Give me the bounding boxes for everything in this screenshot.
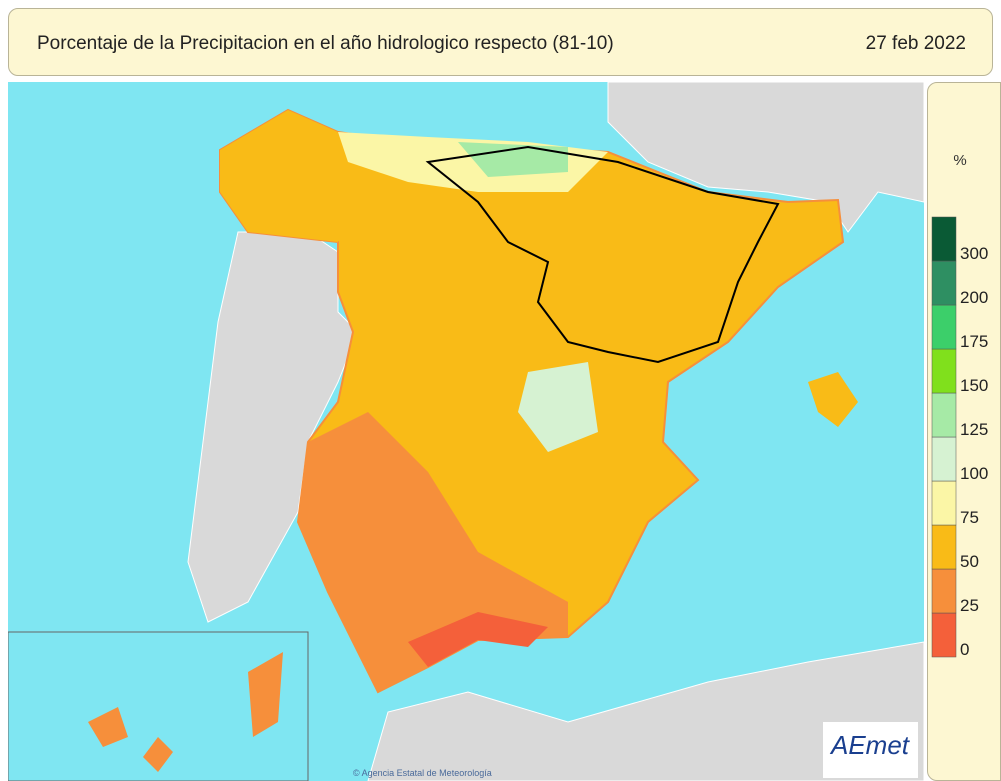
- legend-tick-label: 300: [960, 244, 988, 263]
- title: Porcentaje de la Precipitacion en el año…: [37, 33, 614, 55]
- legend-swatch: [932, 613, 956, 657]
- legend-tick-label: 25: [960, 596, 979, 615]
- legend-tick-label: 75: [960, 508, 979, 527]
- legend-tick-label: 0: [960, 640, 969, 659]
- date: 27 feb 2022: [866, 33, 966, 55]
- legend-swatch: [932, 261, 956, 305]
- legend-scale: % 0 25 50 75 100 125 150 175 200 300: [928, 83, 1001, 781]
- legend-swatch: [932, 437, 956, 481]
- legend-swatch: [932, 481, 956, 525]
- legend-unit: %: [953, 152, 966, 169]
- map: © Agencia Estatal de Meteorología AEmet: [8, 82, 924, 781]
- legend-swatch: [932, 305, 956, 349]
- legend: % 0 25 50 75 100 125 150 175 200 300: [927, 82, 1001, 781]
- legend-swatch: [932, 525, 956, 569]
- legend-tick-label: 100: [960, 464, 988, 483]
- legend-tick-label: 200: [960, 288, 988, 307]
- legend-swatch: [932, 349, 956, 393]
- credit: © Agencia Estatal de Meteorología: [353, 768, 492, 778]
- legend-tick-label: 125: [960, 420, 988, 439]
- page: Porcentaje de la Precipitacion en el año…: [0, 0, 1001, 781]
- legend-swatch: [932, 217, 956, 261]
- legend-swatch: [932, 569, 956, 613]
- legend-tick-label: 150: [960, 376, 988, 395]
- legend-tick-label: 175: [960, 332, 988, 351]
- legend-swatch: [932, 393, 956, 437]
- logo: AEmet: [829, 730, 911, 760]
- header: Porcentaje de la Precipitacion en el año…: [8, 8, 993, 76]
- legend-tick-label: 50: [960, 552, 979, 571]
